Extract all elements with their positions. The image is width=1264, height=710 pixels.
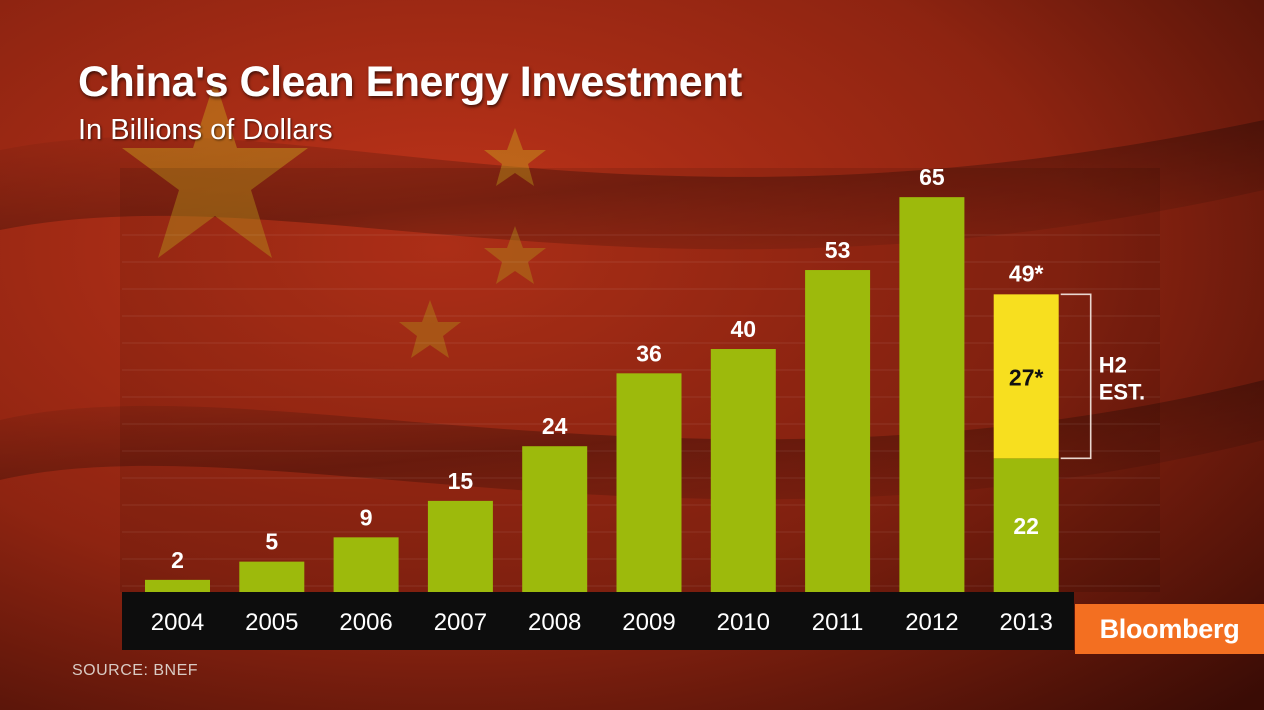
bar-2012 bbox=[899, 197, 965, 593]
bloomberg-logo: Bloomberg bbox=[1075, 604, 1264, 654]
bar-2013 bbox=[993, 458, 1059, 592]
x-axis-band bbox=[122, 592, 1074, 650]
x-tick-2009: 2009 bbox=[622, 609, 675, 636]
value-label-2013-estimate: 27* bbox=[1009, 364, 1044, 390]
chart-title: China's Clean Energy Investment bbox=[78, 58, 742, 106]
bar-2013-h2-estimate bbox=[993, 294, 1059, 459]
bar-2011 bbox=[805, 270, 871, 592]
value-label-2012: 65 bbox=[919, 164, 945, 190]
bar-2009 bbox=[616, 373, 682, 592]
small-star-icon bbox=[399, 300, 461, 358]
x-tick-2010: 2010 bbox=[717, 609, 770, 636]
value-label-2013: 22 bbox=[1013, 513, 1039, 539]
small-star-icon bbox=[484, 226, 546, 284]
value-label-2006: 9 bbox=[360, 504, 373, 530]
estimate-bracket bbox=[1060, 293, 1092, 460]
total-label-2013: 49* bbox=[1009, 260, 1044, 286]
bar-2005 bbox=[239, 561, 305, 592]
bar-2010 bbox=[710, 349, 776, 592]
bar-2007 bbox=[427, 500, 493, 592]
value-label-2005: 5 bbox=[265, 529, 278, 555]
x-tick-2007: 2007 bbox=[434, 609, 487, 636]
x-tick-2012: 2012 bbox=[905, 609, 958, 636]
x-tick-2013: 2013 bbox=[1000, 609, 1053, 636]
bar-2004 bbox=[145, 579, 210, 592]
x-tick-2005: 2005 bbox=[245, 609, 298, 636]
estimate-label-line: EST. bbox=[1099, 379, 1145, 404]
bar-2006 bbox=[333, 537, 399, 592]
x-tick-labels: 2004 2005 2006 2007 2008 2009 2010 2011 2012 2013 bbox=[151, 609, 1053, 636]
value-labels: 2 5 9 15 24 36 40 53 65 22 27* 49* bbox=[171, 164, 1043, 573]
chart-subtitle: In Billions of Dollars bbox=[78, 114, 333, 146]
value-label-2009: 36 bbox=[636, 340, 662, 366]
bar-2008 bbox=[522, 446, 588, 592]
value-label-2004: 2 bbox=[171, 547, 184, 573]
large-star-icon bbox=[122, 80, 308, 258]
x-tick-2011: 2011 bbox=[812, 609, 864, 636]
bars bbox=[145, 197, 1059, 593]
x-tick-2004: 2004 bbox=[151, 609, 204, 636]
small-star-icon bbox=[484, 128, 546, 186]
value-label-2010: 40 bbox=[731, 316, 757, 342]
x-tick-2006: 2006 bbox=[339, 609, 392, 636]
value-label-2011: 53 bbox=[825, 237, 851, 263]
x-tick-2008: 2008 bbox=[528, 609, 581, 636]
estimate-label-line: H2 bbox=[1099, 352, 1127, 377]
value-label-2008: 24 bbox=[542, 413, 568, 439]
source-note: SOURCE: BNEF bbox=[72, 662, 199, 679]
value-label-2007: 15 bbox=[448, 468, 474, 494]
